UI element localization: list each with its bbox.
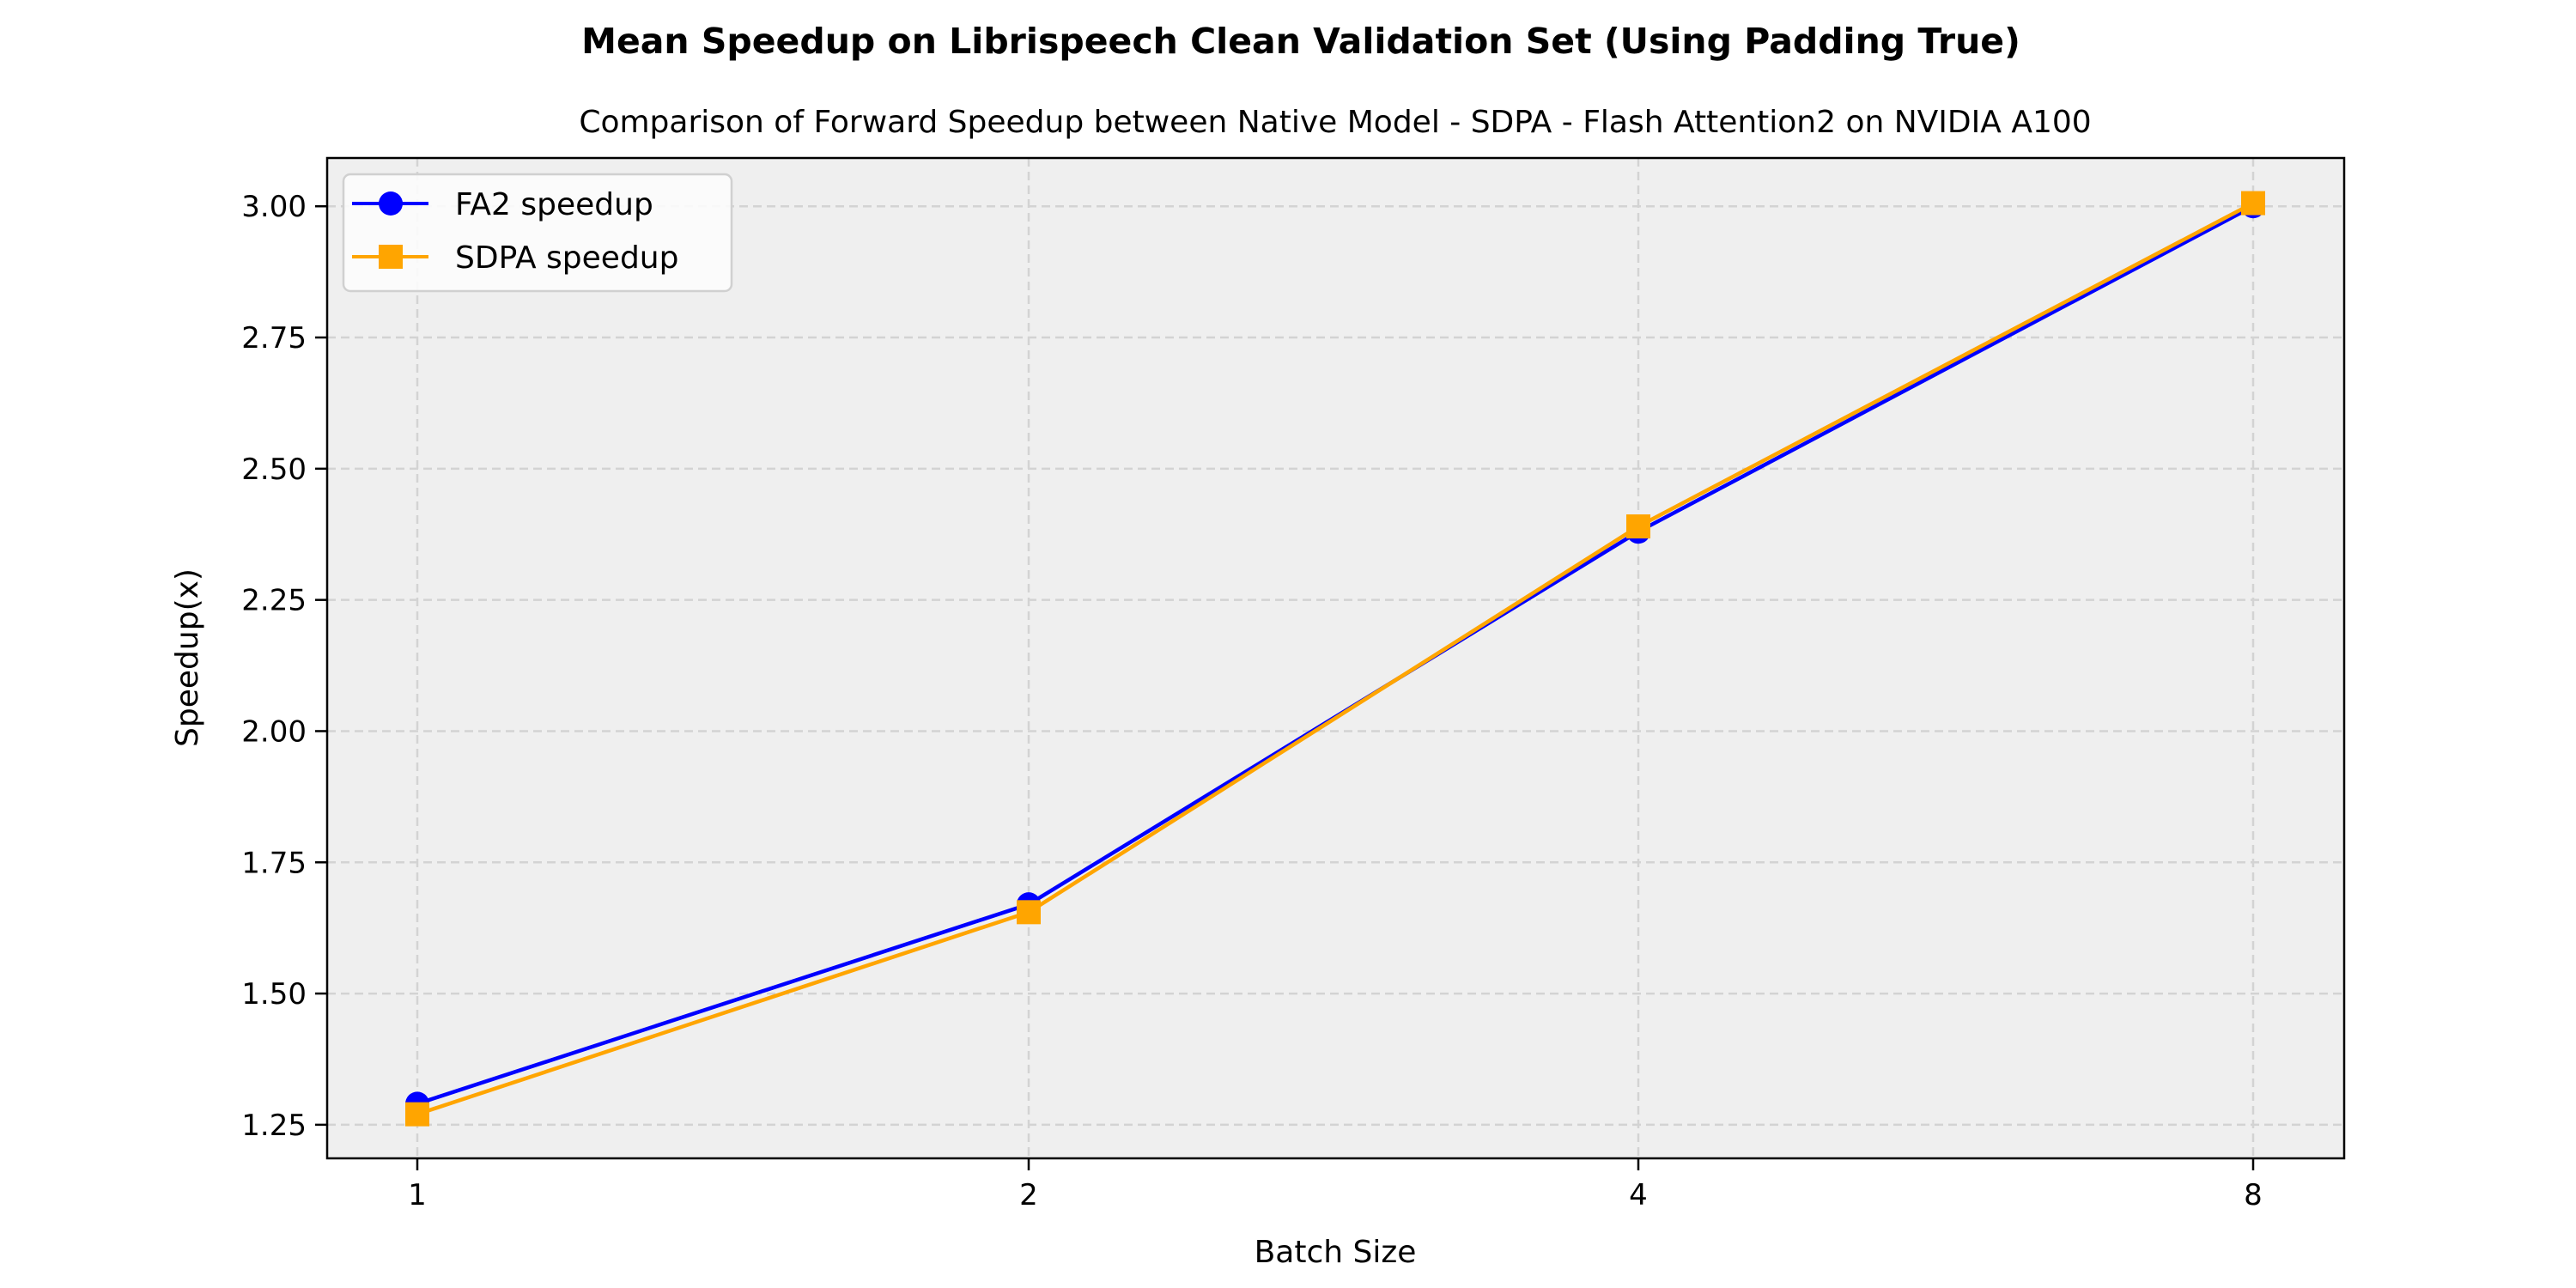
- plot-area: [327, 158, 2344, 1158]
- y-axis-label: Speedup(x): [170, 568, 205, 747]
- chart-subtitle: Comparison of Forward Speedup between Na…: [579, 105, 2091, 140]
- legend-marker-sdpa: [379, 245, 403, 269]
- y-tick-label: 1.50: [241, 977, 307, 1012]
- legend-label-fa2: FA2 speedup: [455, 187, 653, 222]
- legend: FA2 speedup SDPA speedup: [342, 173, 733, 293]
- legend-box: [342, 173, 733, 293]
- y-tick-label: 3.00: [241, 190, 307, 224]
- y-tick-label: 1.25: [241, 1109, 307, 1143]
- x-axis-label: Batch Size: [1255, 1235, 1417, 1270]
- y-tick-label: 1.75: [241, 846, 307, 880]
- plot-frame: [325, 156, 2346, 1160]
- x-tick-label: 4: [1629, 1178, 1648, 1212]
- data-point-sdpa: [405, 1102, 429, 1127]
- x-tick-label: 1: [408, 1178, 427, 1212]
- data-point-sdpa: [2241, 191, 2265, 216]
- y-tick-label: 2.00: [241, 714, 307, 749]
- legend-marker-fa2: [379, 191, 403, 216]
- data-point-sdpa: [1017, 900, 1041, 925]
- x-tick-label: 8: [2244, 1178, 2263, 1212]
- y-tick-label: 2.50: [241, 453, 307, 487]
- x-tick-label: 2: [1019, 1178, 1038, 1212]
- chart-title: Mean Speedup on Librispeech Clean Valida…: [581, 21, 2020, 62]
- y-tick-label: 2.25: [241, 584, 307, 618]
- series-line-1: [416, 201, 2255, 1116]
- y-tick-label: 2.75: [241, 321, 307, 355]
- data-point-sdpa: [1626, 514, 1650, 539]
- legend-label-sdpa: SDPA speedup: [455, 240, 678, 276]
